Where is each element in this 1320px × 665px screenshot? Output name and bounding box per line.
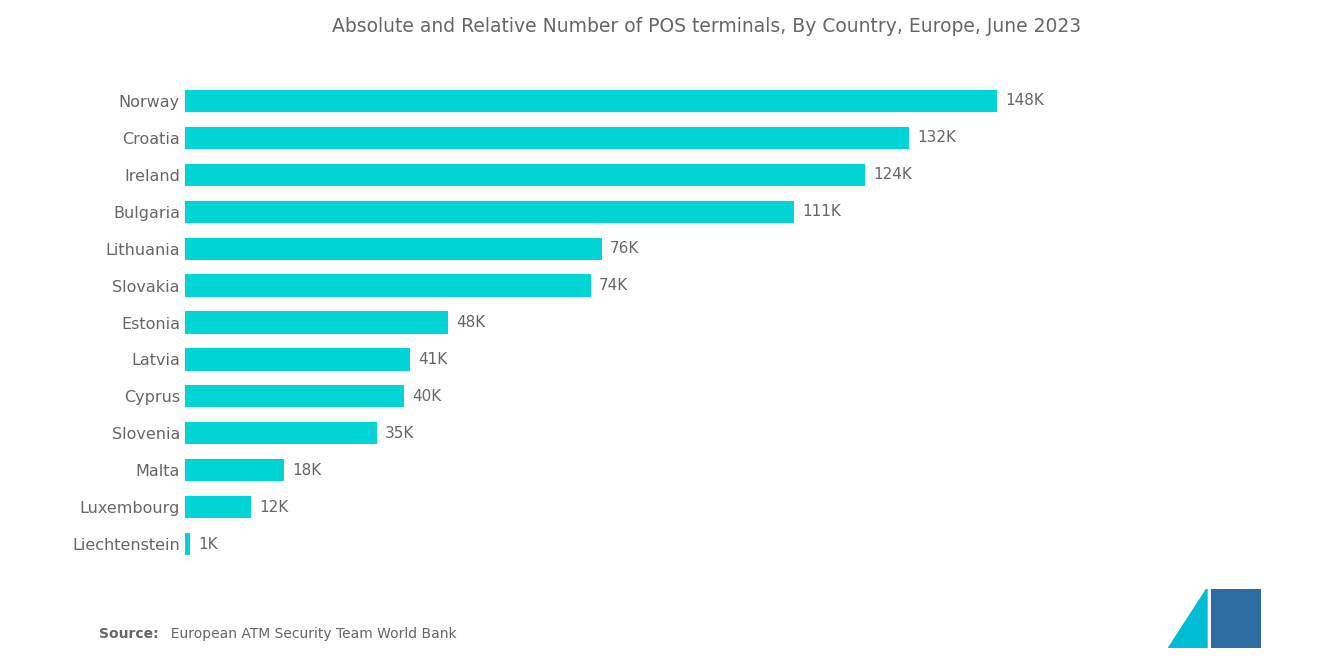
Bar [185, 275, 591, 297]
Bar [185, 460, 284, 481]
Text: 76K: 76K [610, 241, 639, 256]
Polygon shape [1212, 589, 1261, 648]
Bar [185, 164, 866, 186]
Bar [185, 496, 251, 518]
Text: 40K: 40K [413, 389, 442, 404]
Text: 124K: 124K [874, 167, 912, 182]
Text: 41K: 41K [418, 352, 447, 367]
Text: 35K: 35K [385, 426, 414, 441]
Text: 48K: 48K [457, 315, 486, 330]
Text: 18K: 18K [292, 463, 321, 478]
Bar [185, 348, 409, 370]
Text: 148K: 148K [1006, 93, 1044, 108]
Bar [185, 311, 449, 334]
Text: 1K: 1K [198, 537, 218, 552]
Text: 132K: 132K [917, 130, 957, 146]
Bar [185, 90, 997, 112]
Bar [185, 127, 909, 149]
Text: European ATM Security Team World Bank: European ATM Security Team World Bank [162, 627, 457, 642]
Bar [185, 533, 190, 555]
Text: 111K: 111K [803, 204, 841, 219]
Text: 74K: 74K [599, 278, 628, 293]
Bar [185, 237, 602, 260]
Bar [185, 422, 378, 444]
Bar [185, 201, 795, 223]
Polygon shape [1212, 589, 1261, 648]
Text: 12K: 12K [259, 499, 288, 515]
Title: Absolute and Relative Number of POS terminals, By Country, Europe, June 2023: Absolute and Relative Number of POS term… [331, 17, 1081, 36]
Text: Source:: Source: [99, 627, 158, 642]
Polygon shape [1168, 589, 1206, 648]
Bar [185, 385, 404, 408]
